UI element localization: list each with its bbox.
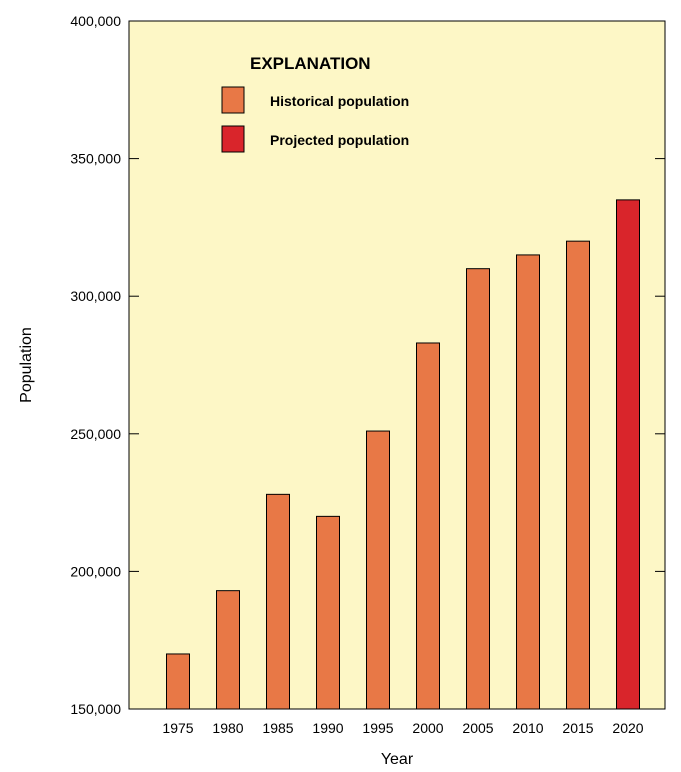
x-tick-label: 2000 — [412, 720, 443, 736]
bar-1980 — [216, 590, 240, 710]
bar-2015 — [566, 240, 590, 710]
bar-1985 — [266, 493, 290, 710]
bar-1995 — [366, 430, 390, 710]
y-tick-label: 150,000 — [70, 701, 121, 717]
x-tick-label: 1990 — [312, 720, 343, 736]
bar-2020 — [616, 199, 640, 710]
x-tick-label: 1985 — [262, 720, 293, 736]
bars-group — [166, 199, 640, 710]
bar-2000 — [416, 342, 440, 710]
bar-2005 — [466, 268, 490, 710]
x-tick-label: 1995 — [362, 720, 393, 736]
y-tick-label: 250,000 — [70, 426, 121, 442]
x-tick-label: 2010 — [512, 720, 543, 736]
bar-1975 — [166, 653, 190, 710]
x-tick-label: 1980 — [212, 720, 243, 736]
x-tick-label: 2015 — [562, 720, 593, 736]
legend-swatch-projected — [221, 125, 245, 153]
x-tick-label: 2020 — [612, 720, 643, 736]
bar-2010 — [516, 254, 540, 710]
legend-label-historical: Historical population — [270, 93, 409, 109]
x-tick-label: 1975 — [162, 720, 193, 736]
legend-label-projected: Projected population — [270, 132, 409, 148]
y-axis-ticks: 150,000 200,000 250,000 300,000 350,000 400,0… — [70, 13, 665, 717]
y-tick-label: 350,000 — [70, 151, 121, 167]
y-tick-label: 300,000 — [70, 288, 121, 304]
y-tick-label: 200,000 — [70, 563, 121, 579]
x-tick-label: 2005 — [462, 720, 493, 736]
x-axis-ticks: 1975 1980 1985 1990 1995 2000 2005 2010 2015 2020 — [162, 720, 643, 736]
bar-1990 — [316, 515, 340, 710]
y-tick-label: 400,000 — [70, 13, 121, 29]
y-axis-title: Population — [18, 327, 35, 403]
legend-swatch-historical — [221, 86, 245, 114]
x-axis-title: Year — [381, 751, 414, 768]
legend: EXPLANATION Historical population Projec… — [221, 54, 409, 153]
legend-title: EXPLANATION — [250, 54, 371, 73]
